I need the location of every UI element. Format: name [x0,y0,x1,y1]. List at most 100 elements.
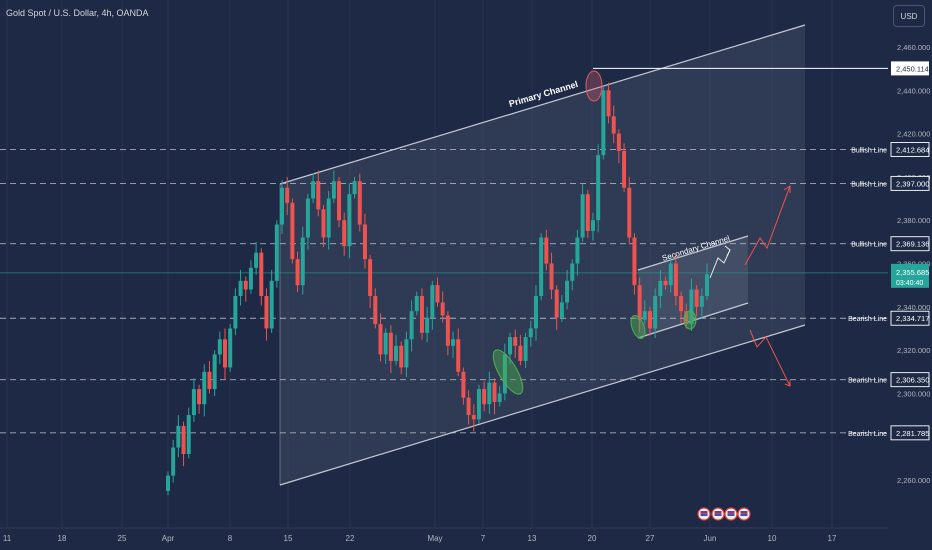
candle-body [461,371,466,398]
support-touch-marker [683,310,697,330]
time-tick-label: 11 [3,534,12,543]
level-name: Bearish Line [848,316,887,323]
current-price-tag [891,263,929,288]
candle-body [238,280,243,296]
time-tick-label: 8 [228,534,233,543]
time-tick-label: 18 [58,534,67,543]
time-tick-label: 17 [828,534,837,543]
level-price-label: 2,369.136 [896,240,929,249]
candle-body [622,150,627,188]
candle-body [352,181,357,195]
bullish-projection-path [744,185,791,266]
candle-body [404,339,409,368]
candle-body [280,187,285,225]
candle-body [596,155,601,221]
level-name: Bullish Line [851,242,887,249]
candle-body [233,295,238,329]
price-tick-label: 2,300.000 [897,389,930,398]
candle-body [368,259,373,296]
secondary-projection-arrowhead [724,245,731,257]
candle-body [611,116,616,134]
candle-body [668,263,673,286]
price-tick-label: 2,340.000 [897,303,930,312]
currency-button[interactable]: USD [893,5,925,27]
candle-body [575,237,580,264]
candle-body [269,280,274,329]
time-tick-label: 25 [118,534,127,543]
candle-body [523,337,528,361]
level-price-tag [890,236,930,252]
time-axis[interactable]: 11 18 25 Apr 8 15 22 May 7 13 20 27 Jun 10 17 [0,527,888,543]
candle-body [316,181,321,210]
candle-body [259,252,264,296]
candle-body [445,315,450,346]
candle-body [399,345,404,368]
candle-body [274,224,279,281]
candle-body [549,263,554,290]
candle-body [409,311,414,340]
candle-body [337,181,342,221]
candle-body [414,295,419,312]
candle-body [331,181,336,199]
level-price-tag [890,310,930,326]
time-tick-label: Apr [162,534,175,543]
secondary-projection-path [709,249,731,279]
candle-body [502,354,507,394]
candle-body [425,317,430,333]
candle-body [430,285,435,318]
level-name: Bearish Line [848,378,887,385]
candle-body [466,397,471,416]
time-tick-label: 7 [481,534,486,543]
candle-body [295,259,300,286]
candle-body [684,311,689,325]
chart-grid [6,0,833,528]
price-axis[interactable]: 2,460.0002,440.0002,420.0002,400.0002,38… [890,43,930,485]
candle-body [679,295,684,312]
candle-body [186,415,191,455]
candle-body [254,252,259,268]
price-tick-label: 2,380.000 [897,216,930,225]
candle-body [440,302,445,316]
candle-body [689,289,694,325]
support-touch-marker [492,349,524,395]
candle-body [285,187,290,203]
candle-body [435,285,440,303]
candle-body [653,295,658,329]
candle-body [383,332,388,355]
candle-body [705,274,709,296]
candle-body [606,90,611,117]
candle-body [342,220,347,247]
candle-body [663,280,668,286]
candle-body [585,194,590,232]
candle-body [419,295,424,333]
level-price-tag [891,61,929,76]
countdown-label: 03:40:40 [896,280,923,287]
level-name: Bullish Line [851,147,887,154]
candle-body [699,295,704,307]
candle-body [212,354,217,390]
top-touch-marker [585,70,603,102]
candle-body [217,339,222,355]
candle-body [492,382,497,403]
candle-body [290,202,295,260]
level-price-label: 2,334.717 [896,314,929,323]
candle-body [394,345,399,361]
price-tick-label: 2,440.000 [897,86,930,95]
level-name: Bearish Line [848,431,887,438]
candle-body [565,280,570,303]
candle-body [373,295,378,325]
candle-body [487,382,492,405]
candle-body [616,133,621,151]
candle-body [248,267,253,290]
candle-body [166,475,170,491]
candle-body [300,237,305,286]
time-tick-label: 27 [646,534,655,543]
price-tick-label: 2,420.000 [897,130,930,139]
current-price-label: 2,355.685 [896,268,929,277]
candle-body [388,332,393,361]
event-icons[interactable] [697,507,751,521]
candle-body [673,263,678,296]
candle-body [601,90,606,156]
price-tick-label: 2,260.000 [897,476,930,485]
